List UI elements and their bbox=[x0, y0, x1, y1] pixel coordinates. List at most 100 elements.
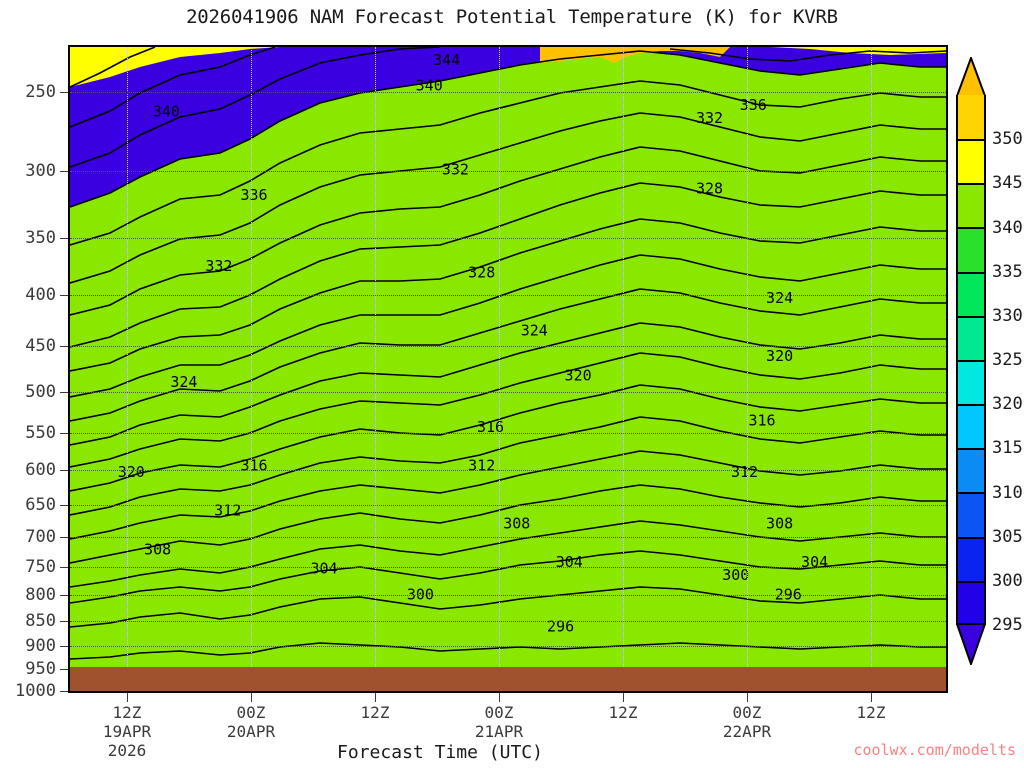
y-tick bbox=[60, 620, 68, 622]
x-tick-label: 12Z bbox=[360, 703, 390, 722]
terrain-bar bbox=[70, 667, 946, 691]
x-tick-label: 12Z bbox=[856, 703, 886, 722]
contour-label: 324 bbox=[766, 289, 793, 307]
y-tick bbox=[60, 432, 68, 434]
contour-label: 304 bbox=[801, 553, 828, 571]
contour-label: 340 bbox=[416, 77, 443, 95]
contour-label: 304 bbox=[310, 560, 337, 578]
colorbar-tick-label: 335 bbox=[992, 261, 1023, 282]
y-tick-label: 250 bbox=[25, 82, 56, 103]
colorbar-segment bbox=[958, 183, 984, 230]
contour-label: 316 bbox=[748, 412, 775, 430]
y-gridline bbox=[70, 470, 946, 472]
x-tick bbox=[623, 693, 624, 702]
page-title: 2026041906 NAM Forecast Potential Temper… bbox=[186, 6, 838, 28]
contour-label: 336 bbox=[740, 96, 767, 114]
y-tick bbox=[60, 346, 68, 348]
colorbar-tick-label: 330 bbox=[992, 305, 1023, 326]
y-tick bbox=[60, 295, 68, 297]
y-tick bbox=[60, 594, 68, 596]
contour-label: 320 bbox=[766, 347, 793, 365]
colorbar-segment bbox=[958, 360, 984, 407]
contour-label: 304 bbox=[556, 553, 583, 571]
y-gridline bbox=[70, 295, 946, 297]
contour-label: 324 bbox=[170, 373, 197, 391]
contour-label: 316 bbox=[240, 457, 267, 475]
contour-label: 336 bbox=[240, 186, 267, 204]
colorbar-segment bbox=[958, 271, 984, 318]
y-tick-label: 800 bbox=[25, 584, 56, 605]
colorbar-tick-label: 345 bbox=[992, 173, 1023, 194]
y-tick-label: 700 bbox=[25, 527, 56, 547]
y-tick bbox=[60, 537, 68, 538]
contour-label: 308 bbox=[766, 515, 793, 533]
x-tick-label: 00Z 21APR bbox=[474, 703, 524, 741]
colorbar-segment bbox=[958, 139, 984, 186]
y-tick-label: 950 bbox=[25, 658, 56, 679]
y-tick bbox=[60, 237, 68, 239]
colorbar-segment bbox=[958, 95, 984, 142]
contour-label: 328 bbox=[696, 180, 723, 198]
watermark: coolwx.com/modelts bbox=[853, 741, 1016, 759]
contour-label: 324 bbox=[521, 321, 548, 339]
x-tick bbox=[127, 693, 128, 702]
y-tick bbox=[60, 505, 68, 507]
x-gridline bbox=[251, 47, 252, 691]
y-tick bbox=[60, 566, 68, 568]
y-tick bbox=[60, 470, 68, 472]
contour-label: 328 bbox=[468, 263, 495, 281]
colorbar-segment bbox=[958, 404, 984, 451]
y-tick bbox=[60, 691, 68, 692]
x-tick bbox=[747, 693, 748, 702]
y-axis: 250 300 350 400 450 500 550 600 650 700 750 800 850 9… bbox=[0, 45, 1024, 701]
y-tick-label: 600 bbox=[25, 460, 56, 481]
colorbar-tick-label: 305 bbox=[992, 526, 1023, 547]
y-tick-label: 350 bbox=[25, 227, 56, 248]
y-tick-label: 500 bbox=[25, 381, 56, 402]
y-gridline bbox=[70, 92, 946, 94]
contour-label: 332 bbox=[205, 257, 232, 275]
y-gridline bbox=[70, 237, 946, 239]
y-gridline bbox=[70, 346, 946, 348]
colorbar-tick-label: 310 bbox=[992, 482, 1023, 503]
contour-label: 312 bbox=[468, 457, 495, 475]
colorbar-segment bbox=[958, 492, 984, 539]
x-gridline bbox=[623, 47, 624, 691]
x-tick bbox=[871, 693, 872, 702]
x-tick bbox=[251, 693, 252, 702]
x-gridline bbox=[871, 47, 872, 691]
y-gridline bbox=[70, 505, 946, 507]
x-tick-label: 12Z bbox=[608, 703, 638, 722]
contour-plot: 344 340 340 336 332 336 332 328 332 328 324 324 320 3… bbox=[68, 45, 948, 693]
y-tick-label: 1000 bbox=[15, 681, 56, 701]
y-tick bbox=[60, 645, 68, 647]
contour-label: 312 bbox=[731, 463, 758, 481]
x-axis-title: Forecast Time (UTC) bbox=[337, 742, 543, 763]
x-tick-label: 12Z 19APR 2026 bbox=[102, 703, 152, 760]
y-tick-label: 450 bbox=[25, 336, 56, 357]
y-tick-label: 400 bbox=[25, 285, 56, 306]
y-gridline bbox=[70, 432, 946, 434]
colorbar-tick-label: 325 bbox=[992, 350, 1023, 370]
contour-label: 332 bbox=[442, 160, 469, 178]
contour-label: 320 bbox=[118, 463, 145, 481]
contour-label: 312 bbox=[214, 502, 241, 520]
colorbar-over-arrow bbox=[956, 57, 986, 97]
y-gridline bbox=[70, 171, 946, 173]
x-gridline bbox=[127, 47, 128, 691]
contour-label: 308 bbox=[503, 515, 530, 533]
colorbar-segment bbox=[958, 536, 984, 583]
x-gridline bbox=[499, 47, 500, 691]
y-gridline bbox=[70, 645, 946, 647]
colorbar-tick-label: 340 bbox=[992, 217, 1023, 238]
x-axis: 12Z 19APR 2026 00Z 20APR 12Z 00Z 21APR 12Z 00Z 22A… bbox=[0, 693, 1024, 763]
y-tick bbox=[60, 171, 68, 173]
y-tick-label: 550 bbox=[25, 422, 56, 443]
y-tick-label: 750 bbox=[25, 556, 56, 577]
colorbar-tick-label: 320 bbox=[992, 394, 1023, 415]
colorbar-segment bbox=[958, 227, 984, 274]
contour-label: 316 bbox=[477, 418, 504, 436]
x-tick-label: 00Z 20APR bbox=[226, 703, 276, 741]
y-tick bbox=[60, 668, 68, 670]
colorbar-tick-label: 350 bbox=[992, 129, 1023, 150]
